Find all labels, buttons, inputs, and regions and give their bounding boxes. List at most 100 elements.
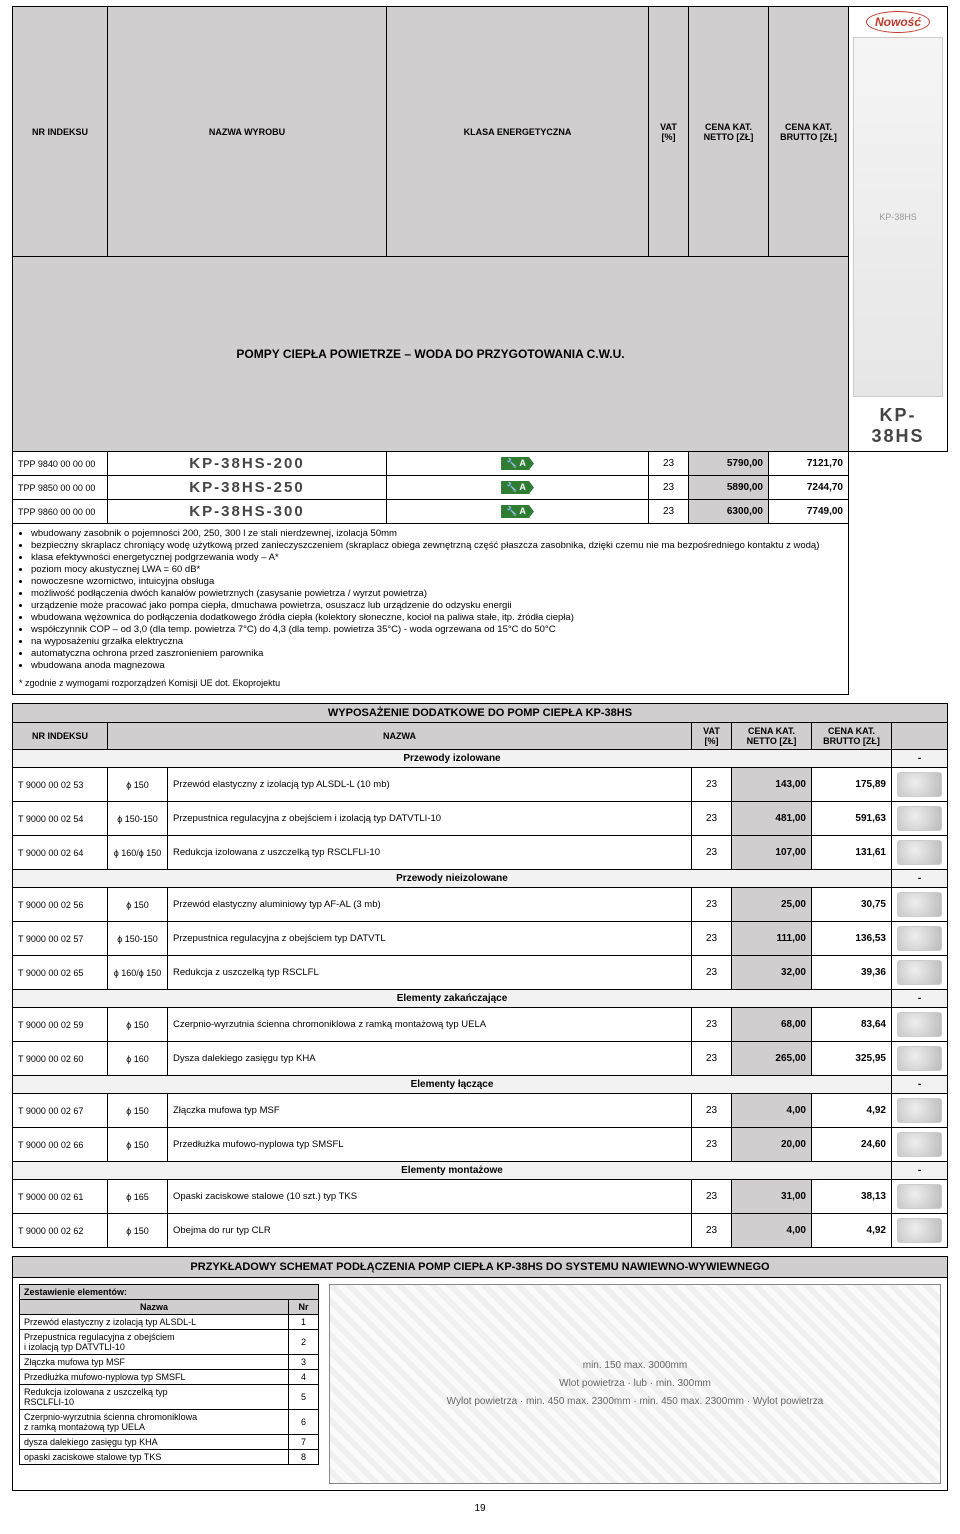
feature-item: automatyczna ochrona przed zaszronieniem… — [31, 648, 842, 659]
acc-brutto: 4,92 — [812, 1094, 892, 1128]
acc-netto: 481,00 — [732, 802, 812, 836]
product-photo: KP-38HS — [853, 37, 943, 397]
schema-title: PRZYKŁADOWY SCHEMAT PODŁĄCZENIA POMP CIE… — [13, 1257, 948, 1278]
acc-row: T 9000 00 02 64ϕ 160/ϕ 150Redukcja izolo… — [13, 836, 948, 870]
desc-cell: wbudowany zasobnik o pojemności 200, 250… — [13, 524, 849, 695]
acc-brutto: 38,13 — [812, 1180, 892, 1214]
acc-thumb-cell — [892, 956, 948, 990]
acc-thumb-cell — [892, 1008, 948, 1042]
col-brutto: CENA KAT. BRUTTO [ZŁ] — [769, 7, 849, 257]
pump-klasa: 🔧 A — [387, 500, 649, 524]
section-title: POMPY CIEPŁA POWIETRZE – WODA DO PRZYGOT… — [13, 257, 849, 452]
schema-name: Złączka mufowa typ MSF — [20, 1355, 289, 1370]
acc-thumb-cell — [892, 802, 948, 836]
feature-item: urządzenie może pracować jako pompa ciep… — [31, 600, 842, 611]
acc-vat: 23 — [692, 888, 732, 922]
pump-brutto: 7244,70 — [769, 476, 849, 500]
acc-row: T 9000 00 02 60ϕ 160Dysza dalekiego zasi… — [13, 1042, 948, 1076]
acc-header-row: NR INDEKSU NAZWA VAT [%] CENA KAT. NETTO… — [13, 723, 948, 750]
label-lub: lub — [634, 1378, 647, 1389]
acc-title-row: WYPOSAŻENIE DODATKOWE DO POMP CIEPŁA KP-… — [13, 704, 948, 723]
schema-nr: 5 — [289, 1385, 319, 1410]
acc-row: T 9000 00 02 67ϕ 150Złączka mufowa typ M… — [13, 1094, 948, 1128]
acc-row: T 9000 00 02 62ϕ 150Obejma do rur typ CL… — [13, 1214, 948, 1248]
acc-idx: T 9000 00 02 57 — [13, 922, 108, 956]
feature-item: wbudowana wężownica do podłączenia dodat… — [31, 612, 842, 623]
schema-row: dysza dalekiego zasięgu typ KHA7 — [20, 1435, 319, 1450]
acc-group-row: Elementy zakańczające- — [13, 990, 948, 1008]
acc-netto: 68,00 — [732, 1008, 812, 1042]
acc-thumb — [897, 806, 942, 831]
acc-brutto: 30,75 — [812, 888, 892, 922]
acc-diam: ϕ 150 — [108, 1214, 168, 1248]
acc-group-row: Elementy montażowe- — [13, 1162, 948, 1180]
schema-name: Czerpnio-wyrzutnia ścienna chromoniklowa… — [20, 1410, 289, 1435]
acc-idx: T 9000 00 02 67 — [13, 1094, 108, 1128]
acc-thumb — [897, 840, 942, 865]
pump-brutto: 7121,70 — [769, 452, 849, 476]
acc-title: WYPOSAŻENIE DODATKOWE DO POMP CIEPŁA KP-… — [13, 704, 948, 723]
schema-title-table: PRZYKŁADOWY SCHEMAT PODŁĄCZENIA POMP CIE… — [12, 1256, 948, 1278]
label-wylot-1: Wylot powietrza — [447, 1396, 518, 1407]
col-vat: VAT [%] — [649, 7, 689, 257]
schema-drawing: min. 150 max. 3000mm Wlot powietrza · lu… — [329, 1284, 941, 1484]
acc-vat: 23 — [692, 1042, 732, 1076]
schema-nr: 2 — [289, 1330, 319, 1355]
schema-row: Przewód elastyczny z izolacją typ ALSDL-… — [20, 1315, 319, 1330]
acc-brutto: 591,63 — [812, 802, 892, 836]
page: NR INDEKSU NAZWA WYROBU KLASA ENERGETYCZ… — [0, 0, 960, 1534]
acc-row: T 9000 00 02 65ϕ 160/ϕ 150Redukcja z usz… — [13, 956, 948, 990]
acc-diam: ϕ 160 — [108, 1042, 168, 1076]
col-netto: CENA KAT. NETTO [ZŁ] — [689, 7, 769, 257]
schema-nr: 4 — [289, 1370, 319, 1385]
acc-idx: T 9000 00 02 64 — [13, 836, 108, 870]
acc-thumb-cell — [892, 1042, 948, 1076]
acc-group-name: Elementy montażowe — [13, 1162, 892, 1180]
feature-item: wbudowana anoda magnezowa — [31, 660, 842, 671]
acc-vat: 23 — [692, 956, 732, 990]
pump-model: KP-38HS-300 — [108, 500, 387, 524]
schema-nr: 1 — [289, 1315, 319, 1330]
acc-idx: T 9000 00 02 59 — [13, 1008, 108, 1042]
acc-thumb-cell — [892, 922, 948, 956]
pump-vat: 23 — [649, 500, 689, 524]
accessories-table: WYPOSAŻENIE DODATKOWE DO POMP CIEPŁA KP-… — [12, 703, 948, 1248]
schema-col-name: Nazwa — [20, 1300, 289, 1315]
acc-thumb — [897, 1184, 942, 1209]
pump-model: KP-38HS-200 — [108, 452, 387, 476]
acc-group-name: Przewody nieizolowane — [13, 870, 892, 888]
acc-netto: 111,00 — [732, 922, 812, 956]
feature-item: wbudowany zasobnik o pojemności 200, 250… — [31, 528, 842, 539]
schema-elements-table: Zestawienie elementów: Nazwa Nr Przewód … — [19, 1284, 319, 1465]
acc-desc: Przewód elastyczny aluminiowy typ AF-AL … — [168, 888, 692, 922]
acc-diam: ϕ 150 — [108, 1094, 168, 1128]
schema-name: Przedłużka mufowo-nyplowa typ SMSFL — [20, 1370, 289, 1385]
col-klasa: KLASA ENERGETYCZNA — [387, 7, 649, 257]
acc-thumb — [897, 892, 942, 917]
pump-idx: TPP 9860 00 00 00 — [13, 500, 108, 524]
pump-klasa: 🔧 A — [387, 476, 649, 500]
acc-brutto: 325,95 — [812, 1042, 892, 1076]
acc-idx: T 9000 00 02 65 — [13, 956, 108, 990]
feature-item: na wyposażeniu grzałka elektryczna — [31, 636, 842, 647]
pump-vat: 23 — [649, 452, 689, 476]
schema-row: Przedłużka mufowo-nyplowa typ SMSFL4 — [20, 1370, 319, 1385]
acc-col-netto: CENA KAT. NETTO [ZŁ] — [732, 723, 812, 750]
feature-item: możliwość podłączenia dwóch kanałów powi… — [31, 588, 842, 599]
acc-netto: 265,00 — [732, 1042, 812, 1076]
acc-vat: 23 — [692, 922, 732, 956]
pump-idx: TPP 9840 00 00 00 — [13, 452, 108, 476]
acc-thumb — [897, 1132, 942, 1157]
acc-desc: Przepustnica regulacyjna z obejściem typ… — [168, 922, 692, 956]
acc-netto: 4,00 — [732, 1214, 812, 1248]
acc-netto: 143,00 — [732, 768, 812, 802]
acc-desc: Przedłużka mufowo-nyplowa typ SMSFL — [168, 1128, 692, 1162]
schema-row: Czerpnio-wyrzutnia ścienna chromoniklowa… — [20, 1410, 319, 1435]
acc-thumb — [897, 1098, 942, 1123]
nowosc-badge: Nowość — [866, 11, 930, 33]
acc-netto: 107,00 — [732, 836, 812, 870]
acc-desc: Przepustnica regulacyjna z obejściem i i… — [168, 802, 692, 836]
pump-netto: 5890,00 — [689, 476, 769, 500]
acc-col-brutto: CENA KAT. BRUTTO [ZŁ] — [812, 723, 892, 750]
feature-item: nowoczesne wzornictwo, intuicyjna obsług… — [31, 576, 842, 587]
